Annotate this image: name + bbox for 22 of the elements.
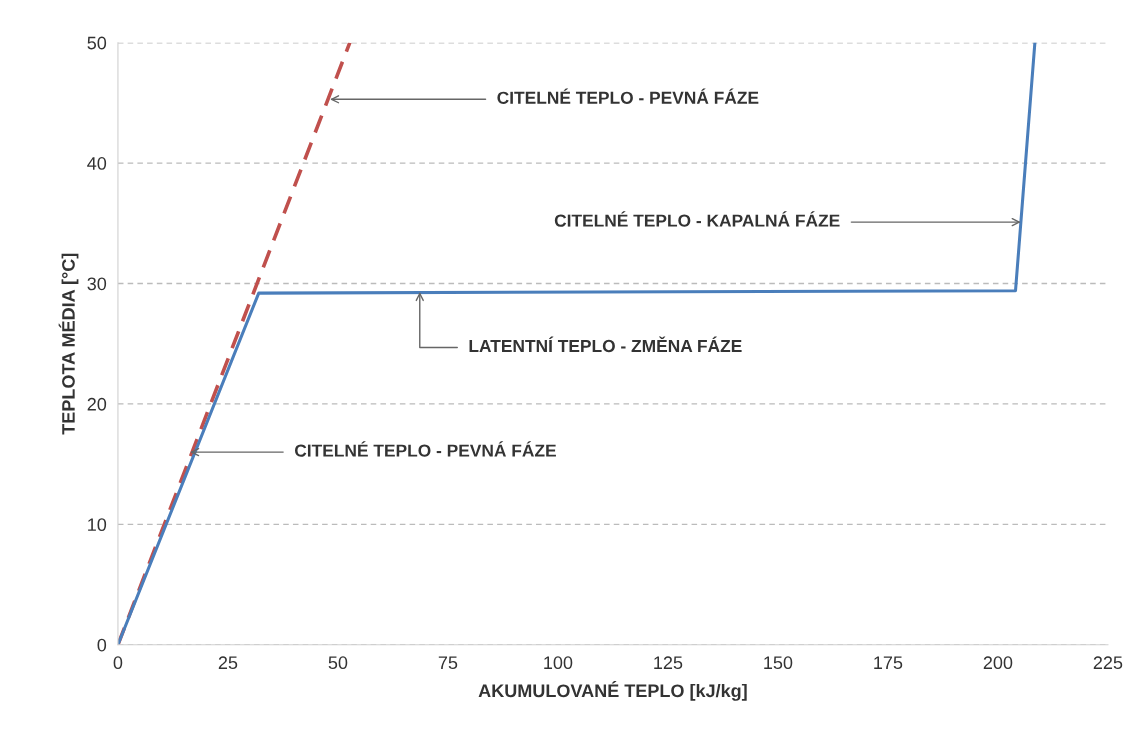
- x-axis-title: AKUMULOVANÉ TEPLO [kJ/kg]: [478, 681, 747, 701]
- annotation: CITELNÉ TEPLO - KAPALNÁ FÁZE: [554, 211, 840, 227]
- x-tick-label: 100: [544, 656, 573, 670]
- y-tick-label: 20: [87, 397, 107, 411]
- y-tick-label: 0: [97, 638, 107, 652]
- annotation: CITELNÉ TEPLO - PEVNÁ FÁZE: [294, 441, 556, 457]
- x-tick-label: 200: [983, 656, 1013, 670]
- y-tick-label: 50: [87, 36, 107, 50]
- annotation: LATENTNÍ TEPLO - ZMĚNA FÁZE: [469, 336, 742, 353]
- x-tick-label: 225: [1093, 656, 1123, 670]
- y-axis-title: TEPLOTA MÉDIA [°C]: [58, 253, 79, 435]
- y-tick-label: 40: [87, 157, 107, 170]
- x-tick-label: 125: [654, 656, 683, 670]
- annotation: CITELNÉ TEPLO - PEVNÁ FÁZE: [497, 88, 759, 104]
- y-tick-label: 10: [88, 518, 107, 532]
- x-tick-label: 0: [113, 656, 123, 670]
- x-tick-label: 175: [874, 656, 903, 670]
- x-tick-label: 25: [218, 656, 238, 670]
- x-tick-label: 150: [764, 656, 793, 670]
- y-tick-label: 30: [87, 277, 107, 291]
- x-tick-label: 75: [438, 656, 458, 670]
- x-tick-label: 50: [328, 656, 348, 670]
